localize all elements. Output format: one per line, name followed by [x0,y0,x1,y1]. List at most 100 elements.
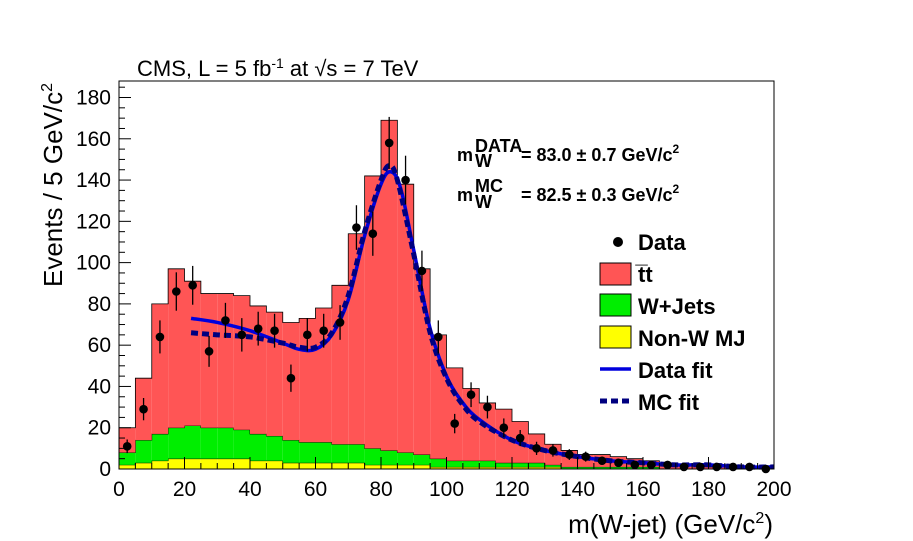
bar-non-w-mj-11 [299,462,316,469]
bar-non-w-mj-4 [184,458,201,469]
legend: Data t̅t W+Jets Non-W MJ Data fit MC fit [599,230,746,415]
mass-annotation-data: m DATA W = 83.0 ± 0.7 GeV/c2 [457,136,679,171]
data-point-3 [172,272,181,311]
y-tick-label-4: 80 [88,293,111,316]
bar-w-jets-13 [331,444,349,463]
bar-non-w-mj-10 [282,462,300,469]
data-point-26 [548,444,558,457]
svg-text:= 83.0 ± 0.7 GeV/c2: = 83.0 ± 0.7 GeV/c2 [521,142,679,165]
bar-non-w-mj-15 [364,464,381,469]
legend-entry-wjets: W+Jets [599,293,716,319]
bar-w-jets-9 [266,435,283,461]
bar-w-jets-8 [250,433,267,461]
bar-t-t-7 [233,295,250,430]
bar-w-jets-14 [348,444,365,463]
bar-non-w-mj-24 [512,466,529,469]
mc-fit-curve [190,163,775,470]
svg-text:DATA: DATA [475,136,522,156]
data-point-5 [204,335,214,367]
y-axis-label: Events / 5 GeV/c2 [38,83,68,287]
data-point-14 [352,205,361,250]
svg-text:W: W [475,192,492,212]
data-point-6 [221,302,230,338]
bar-w-jets-21 [462,460,480,467]
data-point-0 [122,439,132,454]
bar-non-w-mj-0 [119,464,136,469]
legend-entry-data-fit: Data fit [600,358,713,383]
bar-w-jets-22 [479,460,496,467]
data-point-22 [483,395,492,419]
svg-text:t̅t: t̅t [635,262,654,287]
y-tick-label-0: 0 [99,458,111,481]
bar-w-jets-27 [561,466,578,469]
bar-w-jets-4 [184,425,201,459]
bar-w-jets-25 [528,462,545,467]
data-point-16 [384,116,394,169]
y-tick-label-6: 120 [76,210,111,233]
bar-w-jets-2 [151,433,169,461]
data-point-19 [434,320,443,354]
bar-non-w-mj-18 [413,464,431,469]
bar-non-w-mj-12 [315,462,332,469]
svg-text:MC fit: MC fit [638,390,700,415]
x-tick-label-10: 200 [756,478,791,501]
bar-non-w-mj-17 [397,464,414,469]
data-point-18 [417,250,427,292]
svg-text:Non-W MJ: Non-W MJ [638,326,746,351]
y-tick-label-7: 140 [76,169,111,192]
x-tick-label-1: 20 [173,478,196,501]
bar-non-w-mj-14 [348,462,365,469]
x-tick-label-3: 60 [304,478,327,501]
data-point-10 [286,364,296,392]
bar-w-jets-11 [299,442,316,463]
x-tick-label-6: 120 [494,478,529,501]
data-point-33 [663,460,672,470]
bar-w-jets-28 [577,466,594,469]
bar-non-w-mj-19 [430,466,447,469]
data-point-29 [597,456,607,466]
bar-non-w-mj-16 [381,464,398,469]
y-tick-label-8: 160 [76,128,111,151]
legend-entry-non-w-mj: Non-W MJ [599,325,746,351]
data-point-24 [515,429,525,447]
bar-non-w-mj-20 [446,466,463,469]
bar-w-jets-20 [446,460,463,467]
data-point-7 [237,318,247,352]
y-tick-label-1: 20 [88,417,111,440]
bar-w-jets-5 [200,427,218,459]
bar-non-w-mj-26 [544,466,562,469]
bar-w-jets-26 [544,464,562,467]
data-point-12 [319,313,328,348]
bar-w-jets-16 [381,450,398,465]
bar-t-t-15 [364,175,381,449]
bar-non-w-mj-5 [200,458,218,469]
bar-non-w-mj-25 [528,466,545,469]
legend-entry-data: Data [613,230,686,255]
bar-non-w-mj-8 [250,460,267,469]
bar-non-w-mj-9 [266,460,283,469]
bar-w-jets-15 [364,448,381,465]
bar-w-jets-30 [610,466,627,469]
data-point-11 [303,318,312,352]
bar-w-jets-18 [413,454,431,465]
bar-t-t-16 [381,120,398,451]
bar-w-jets-23 [495,462,512,467]
mass-annotation-mc: m MC W = 82.5 ± 0.3 GeV/c2 [457,176,679,212]
bar-t-t-17 [397,184,414,453]
data-point-28 [581,451,590,462]
y-tick-label-5: 100 [76,252,111,275]
svg-text:W: W [475,151,492,171]
data-point-9 [270,313,279,348]
data-point-15 [368,211,378,256]
bar-t-t-4 [184,281,201,426]
data-point-17 [401,155,410,205]
y-tick-label-2: 40 [88,375,111,398]
svg-text:MC: MC [475,176,503,196]
svg-text:Data fit: Data fit [638,358,713,383]
bar-t-t-22 [479,402,496,461]
bar-non-w-mj-2 [151,460,169,469]
bar-non-w-mj-7 [233,458,250,469]
bar-non-w-mj-13 [331,462,349,469]
y-tick-label-9: 180 [76,87,111,110]
x-axis-label: m(W-jet) (GeV/c2) [568,509,773,539]
